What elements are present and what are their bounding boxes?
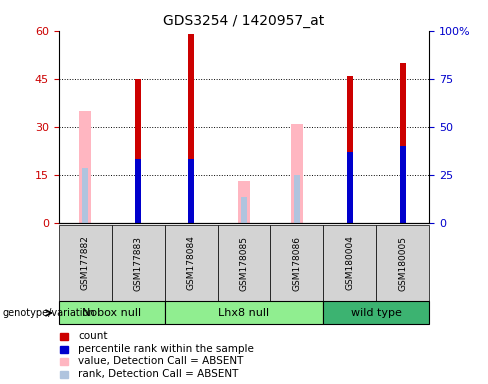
Text: GSM178086: GSM178086 xyxy=(292,235,302,291)
Text: GDS3254 / 1420957_at: GDS3254 / 1420957_at xyxy=(163,14,325,28)
Bar xyxy=(346,76,353,223)
Bar xyxy=(291,124,303,223)
Bar xyxy=(187,159,194,223)
Bar xyxy=(346,152,353,223)
Text: value, Detection Call = ABSENT: value, Detection Call = ABSENT xyxy=(78,356,244,366)
Text: Nobox null: Nobox null xyxy=(82,308,141,318)
Text: Lhx8 null: Lhx8 null xyxy=(219,308,269,318)
Bar xyxy=(187,34,194,223)
Bar xyxy=(82,168,88,223)
Text: percentile rank within the sample: percentile rank within the sample xyxy=(78,344,254,354)
Text: GSM177882: GSM177882 xyxy=(81,236,90,290)
Text: count: count xyxy=(78,331,107,341)
Bar xyxy=(135,159,142,223)
Bar xyxy=(400,146,407,223)
Bar xyxy=(294,175,300,223)
Bar xyxy=(79,111,91,223)
Text: wild type: wild type xyxy=(351,308,402,318)
Bar xyxy=(400,63,407,223)
Text: GSM178084: GSM178084 xyxy=(186,236,196,290)
Text: GSM177883: GSM177883 xyxy=(134,235,142,291)
Bar xyxy=(135,79,142,223)
Text: genotype/variation: genotype/variation xyxy=(2,308,95,318)
Text: rank, Detection Call = ABSENT: rank, Detection Call = ABSENT xyxy=(78,369,239,379)
Text: GSM180004: GSM180004 xyxy=(346,236,354,290)
Bar xyxy=(242,197,246,223)
Bar xyxy=(238,181,250,223)
Text: GSM180005: GSM180005 xyxy=(398,235,407,291)
Text: GSM178085: GSM178085 xyxy=(240,235,248,291)
